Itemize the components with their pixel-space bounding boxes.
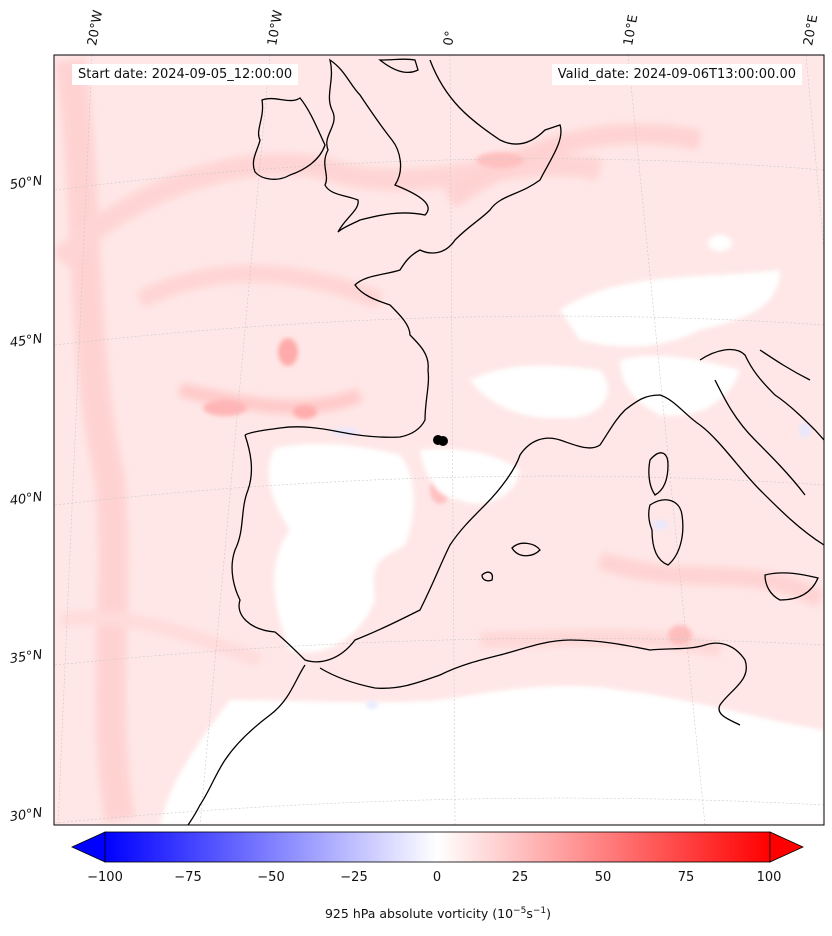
colorbar-title-prefix: 925 hPa absolute vorticity (10 [324, 906, 514, 922]
colorbar-tick: 25 [511, 870, 529, 885]
graticule [54, 55, 824, 825]
vorticity-field [54, 55, 824, 825]
marker-dot [433, 435, 448, 446]
colorbar-tick: −50 [257, 870, 285, 885]
colorbar-tick: −100 [87, 870, 123, 885]
lon-label-0: 0° [441, 29, 459, 47]
colorbar-min-arrow [71, 831, 106, 863]
map-frame [53, 54, 825, 826]
colorbar-title-exp1: −5 [513, 906, 527, 916]
colorbar-max-arrow [769, 831, 804, 863]
colorbar-title: 925 hPa absolute vorticity (10−5s−1) [0, 906, 832, 921]
colorbar-title-suffix: ) [546, 906, 551, 922]
colorbar-tick: −25 [340, 870, 368, 885]
coastlines [187, 58, 824, 825]
colorbar-tick: 50 [594, 870, 612, 885]
colorbar-title-mid: s [526, 906, 533, 922]
colorbar [71, 831, 804, 863]
colorbar-tick: 75 [677, 870, 695, 885]
colorbar-gradient [104, 831, 771, 863]
colorbar-tick: −75 [174, 870, 202, 885]
colorbar-title-exp2: −1 [532, 906, 547, 916]
colorbar-tick: 100 [756, 870, 782, 885]
colorbar-tick: 0 [432, 870, 442, 885]
valid-date-label: Valid_date: 2024-09-06T13:00:00.00 [551, 64, 802, 85]
start-date-label: Start date: 2024-09-05_12:00:00 [72, 64, 299, 85]
